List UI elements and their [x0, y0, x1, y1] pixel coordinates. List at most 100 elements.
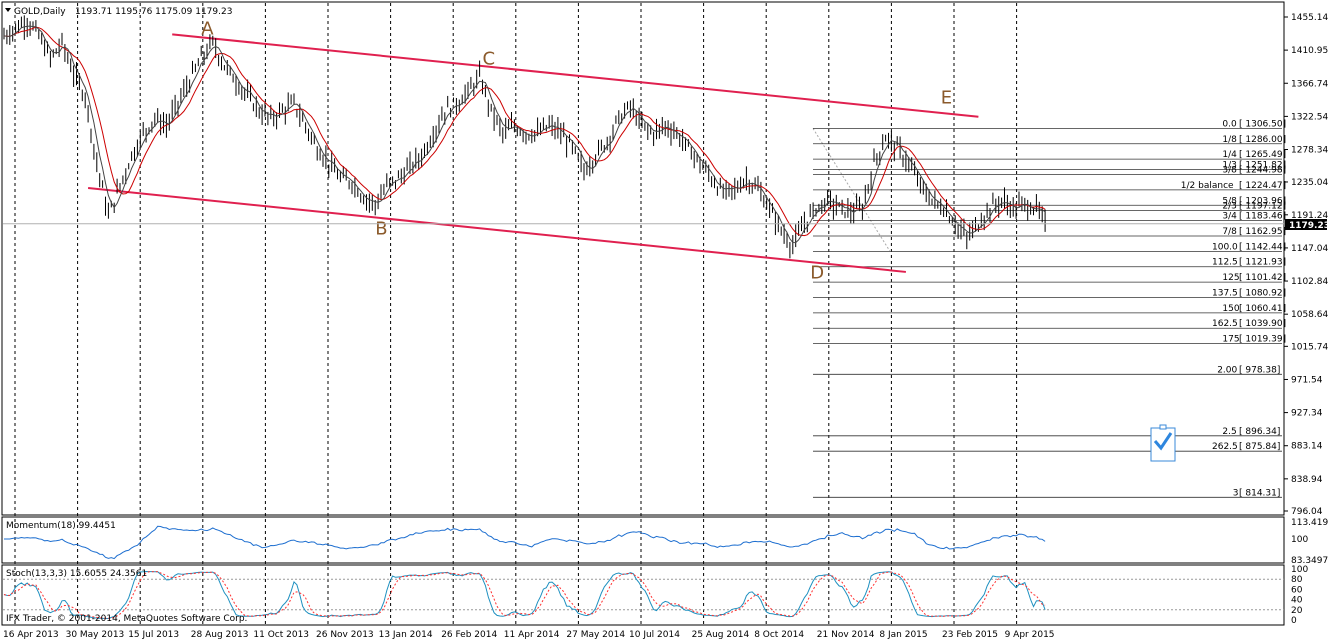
copyright-footer: IFX Trader, © 2001-2014, MetaQuotes Soft…	[6, 614, 247, 624]
x-tick-label: 8 Jan 2015	[879, 630, 927, 640]
fib-level-label: 3/8	[1222, 166, 1237, 176]
header-dropdown-icon[interactable]	[5, 8, 11, 12]
stoch-tick-label: 100	[1291, 565, 1308, 575]
wave-label: E	[941, 87, 952, 108]
time-axis: 16 Apr 2013 30 May 2013 15 Jul 2013 28 Aug …	[3, 630, 1055, 640]
x-tick-label: 28 Aug 2013	[191, 630, 249, 640]
x-tick-label: 9 Apr 2015	[1005, 630, 1055, 640]
fib-level-value: [ 1197.12]	[1239, 201, 1286, 211]
fib-level-label: 1/2 balance	[1181, 181, 1234, 191]
fib-level-label: 137.5	[1212, 288, 1238, 298]
wave-label: A	[201, 18, 214, 39]
trendline	[87, 186, 907, 273]
momentum-panel-frame	[1, 516, 1285, 564]
fib-level-label: 3/4	[1222, 212, 1237, 222]
momentum-indicator: 113.4190 100 83.3497	[4, 518, 1328, 566]
fib-level-value: [ 1121.93]	[1239, 258, 1286, 268]
fib-level-label: 125	[1222, 273, 1239, 283]
x-tick-label: 13 Jan 2014	[379, 630, 433, 640]
x-tick-label: 25 Aug 2014	[692, 630, 750, 640]
fib-level-value: [ 1019.39]	[1239, 335, 1286, 345]
x-tick-label: 26 Feb 2014	[441, 630, 497, 640]
y-tick-label: 927.34	[1291, 409, 1323, 419]
stoch-tick-label: 40	[1291, 596, 1303, 606]
x-tick-label: 27 May 2014	[566, 630, 625, 640]
channel-trendlines	[87, 33, 979, 273]
stoch-main-line	[3, 570, 1046, 619]
x-tick-label: 15 Jul 2013	[128, 630, 179, 640]
y-tick-label: 1322.54	[1291, 112, 1328, 122]
current-price-label: 1179.23	[1289, 221, 1328, 231]
y-tick-label: 971.54	[1291, 375, 1323, 385]
fib-level-label: 3	[1233, 488, 1239, 498]
y-tick-label: 796.04	[1291, 507, 1323, 517]
fib-level-label: 1/8	[1222, 135, 1237, 145]
momentum-line	[4, 525, 1046, 560]
fib-level-label: 1/4	[1222, 150, 1237, 160]
fib-level-label: 1/3	[1222, 160, 1236, 170]
stoch-tick-label: 60	[1291, 585, 1303, 595]
fib-level-value: [ 1162.95]	[1239, 227, 1286, 237]
wave-label: D	[810, 263, 824, 284]
y-tick-label: 883.14	[1291, 442, 1323, 452]
fib-level-value: [ 1183.46]	[1239, 212, 1286, 222]
fib-level-value: [ 978.38]	[1239, 365, 1280, 375]
momentum-tick-label: 113.4190	[1291, 518, 1328, 528]
x-tick-label: 8 Oct 2014	[754, 630, 804, 640]
fib-level-value: [ 1306.50]	[1239, 119, 1286, 129]
stoch-tick-label: 20	[1291, 606, 1303, 616]
fib-level-value: [ 1060.41]	[1239, 304, 1286, 314]
header-symbol: GOLD,Daily	[14, 7, 66, 17]
trendline	[172, 33, 979, 118]
fib-level-label: 2.5	[1222, 427, 1236, 437]
fib-level-value: [ 1203.96]	[1239, 196, 1286, 206]
y-tick-label: 1015.74	[1291, 342, 1328, 352]
fib-level-value: [ 1039.90]	[1239, 319, 1286, 329]
main-panel-frame	[1, 1, 1285, 516]
y-tick-label: 1455.14	[1291, 13, 1328, 23]
header-ohlc: 1193.71 1195.76 1175.09 1179.23	[75, 7, 232, 17]
fib-level-label: 2.00	[1217, 365, 1237, 375]
y-tick-label: 1191.24	[1291, 211, 1328, 221]
wave-label: C	[483, 48, 496, 69]
x-tick-label: 23 Feb 2015	[942, 630, 998, 640]
fib-level-label: 0.0	[1222, 119, 1237, 129]
fib-level-label: 262.5	[1212, 442, 1238, 452]
price-axis: 1455.14 1410.95 1366.74 1322.54 1278.34 1235.…	[3, 13, 1328, 517]
fib-level-label: 2/3	[1222, 201, 1236, 211]
vertical-grid	[14, 3, 1018, 625]
x-tick-label: 10 Jul 2014	[629, 630, 680, 640]
y-tick-label: 1147.04	[1291, 244, 1328, 254]
x-tick-label: 11 Apr 2014	[504, 630, 560, 640]
fib-level-label: 175	[1222, 335, 1239, 345]
x-tick-label: 16 Apr 2013	[3, 630, 59, 640]
fib-level-value: [ 814.31]	[1239, 488, 1280, 498]
y-tick-label: 1102.84	[1291, 277, 1328, 287]
current-price-box	[1285, 219, 1327, 230]
y-tick-label: 1410.95	[1291, 46, 1328, 56]
fib-level-value: [ 1265.49]	[1239, 150, 1286, 160]
fib-level-value: [ 875.84]	[1239, 442, 1280, 452]
x-tick-label: 21 Nov 2014	[817, 630, 875, 640]
fib-level-value: [ 1244.98]	[1239, 166, 1286, 176]
wave-label: B	[375, 218, 387, 239]
fib-level-label: 7/8	[1222, 227, 1237, 237]
momentum-title: Momentum(18) 99.4451	[6, 521, 116, 531]
ma-black-line	[3, 25, 1046, 244]
fib-level-label: 162.5	[1212, 319, 1238, 329]
y-tick-label: 1235.04	[1291, 178, 1328, 188]
fib-level-value: [ 1101.42]	[1239, 273, 1286, 283]
fib-level-value: [ 896.34]	[1239, 427, 1280, 437]
momentum-tick-label: 100	[1291, 535, 1308, 545]
stoch-signal-line	[3, 571, 1046, 619]
price-bars	[3, 15, 1046, 259]
momentum-tick-label: 83.3497	[1291, 556, 1328, 566]
x-tick-label: 26 Nov 2013	[316, 630, 374, 640]
checkmark-icon[interactable]	[1150, 424, 1176, 462]
fib-level-value: [ 1286.00]	[1239, 135, 1286, 145]
y-tick-label: 838.94	[1291, 475, 1323, 485]
y-tick-label: 1366.74	[1291, 79, 1328, 89]
x-tick-label: 11 Oct 2013	[253, 630, 309, 640]
